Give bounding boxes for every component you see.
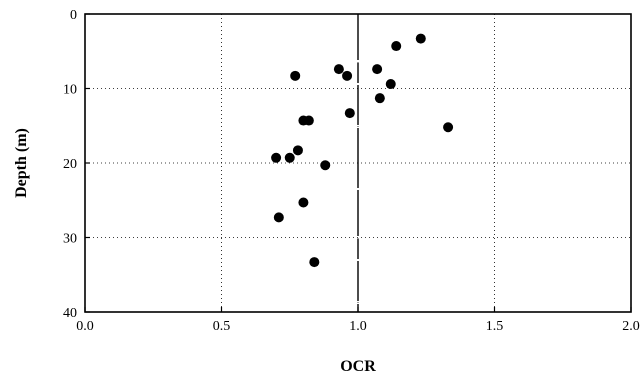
y-tick-label: 10 [63,83,77,98]
x-tick-label: 1.0 [349,319,367,334]
x-tick-label: 0.5 [213,319,231,334]
y-tick-label: 20 [63,157,77,172]
data-point [271,152,282,163]
y-tick-label: 30 [63,232,77,247]
data-point [333,64,344,75]
data-point [298,197,309,208]
data-point [273,212,284,223]
data-point [374,93,385,104]
data-point [320,160,331,171]
data-point [443,122,454,133]
axis-ticks: 0.0 0.5 1.0 1.5 2.0 0 10 20 30 40 [63,8,640,334]
x-tick-label: 0.0 [76,319,94,334]
data-point [344,108,355,119]
x-axis-title: OCR [340,358,376,375]
data-point [372,64,383,75]
data-point [391,41,402,52]
y-tick-label: 0 [70,8,77,23]
x-tick-label: 1.5 [486,319,504,334]
y-axis-title: Depth (m) [13,128,30,198]
data-point [292,145,303,156]
data-point [309,257,320,268]
data-point [290,70,301,81]
x-tick-label: 2.0 [622,319,640,334]
data-point [303,115,314,126]
y-tick-label: 40 [63,306,77,321]
data-point [415,33,426,44]
data-points [271,33,454,268]
data-point [385,79,396,90]
data-point [284,152,295,163]
data-point [342,70,353,81]
